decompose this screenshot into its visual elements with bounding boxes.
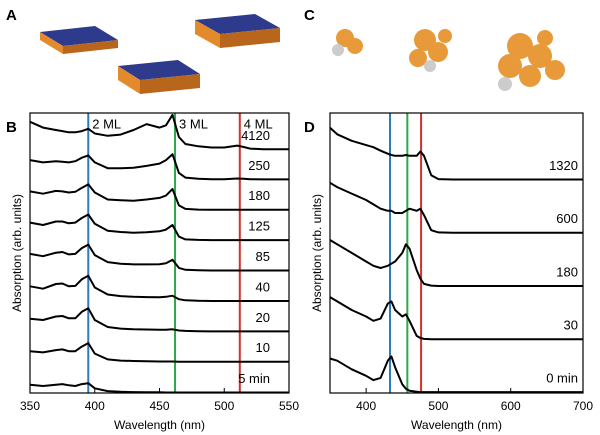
series-label: 20 <box>256 310 270 325</box>
panel-label: D <box>304 119 315 136</box>
spectrum-line <box>29 183 289 211</box>
slab-illustration <box>40 14 280 94</box>
spectrum-line <box>329 181 583 234</box>
panel-label: B <box>6 119 17 136</box>
series-label: 4120 <box>241 128 270 143</box>
x-axis-label: Wavelength (nm) <box>411 418 502 432</box>
spectrum-line <box>329 296 583 341</box>
series-label: 180 <box>556 264 578 279</box>
reference-label: 2 ML <box>92 116 121 131</box>
x-tick-label: 400 <box>356 399 376 413</box>
spectrum-line <box>29 243 289 272</box>
spectrum-line <box>29 153 289 181</box>
x-tick-label: 400 <box>85 399 105 413</box>
y-axis-label: Absorption (arb. units) <box>310 194 324 312</box>
x-tick-label: 500 <box>214 399 234 413</box>
plot-frame <box>329 112 584 394</box>
series-label: 40 <box>256 279 270 294</box>
y-axis-label: Absorption (arb. units) <box>10 194 24 312</box>
x-tick-label: 550 <box>279 399 299 413</box>
x-tick-label: 350 <box>20 399 40 413</box>
reference-label: 3 ML <box>179 116 208 131</box>
series-label: 600 <box>556 211 578 226</box>
spectrum-line <box>29 213 289 242</box>
x-axis-label: Wavelength (nm) <box>114 418 205 432</box>
plot-frame <box>29 112 290 394</box>
x-tick-label: 450 <box>149 399 169 413</box>
series-label: 1320 <box>549 158 578 173</box>
x-tick-label: 500 <box>428 399 448 413</box>
spectrum-line <box>29 274 289 302</box>
spectrum-line <box>29 113 289 151</box>
series-label: 30 <box>564 318 578 333</box>
series-label: 0 min <box>546 371 578 386</box>
cluster-illustration <box>332 29 565 91</box>
series-label: 5 min <box>238 371 270 386</box>
spectrum-line <box>29 342 289 363</box>
x-tick-label: 700 <box>573 399 593 413</box>
spectrum-line <box>329 355 583 394</box>
panel-label: A <box>6 7 17 24</box>
spectrum-line <box>29 307 289 333</box>
series-label: 10 <box>256 340 270 355</box>
spectrum-line <box>329 239 583 287</box>
x-tick-label: 600 <box>501 399 521 413</box>
reference-label: 4 ML <box>244 116 273 131</box>
series-label: 85 <box>256 249 270 264</box>
series-label: 250 <box>248 158 270 173</box>
panel-label: C <box>304 7 315 24</box>
spectrum-line <box>329 127 583 181</box>
series-label: 125 <box>248 219 270 234</box>
series-label: 180 <box>248 188 270 203</box>
